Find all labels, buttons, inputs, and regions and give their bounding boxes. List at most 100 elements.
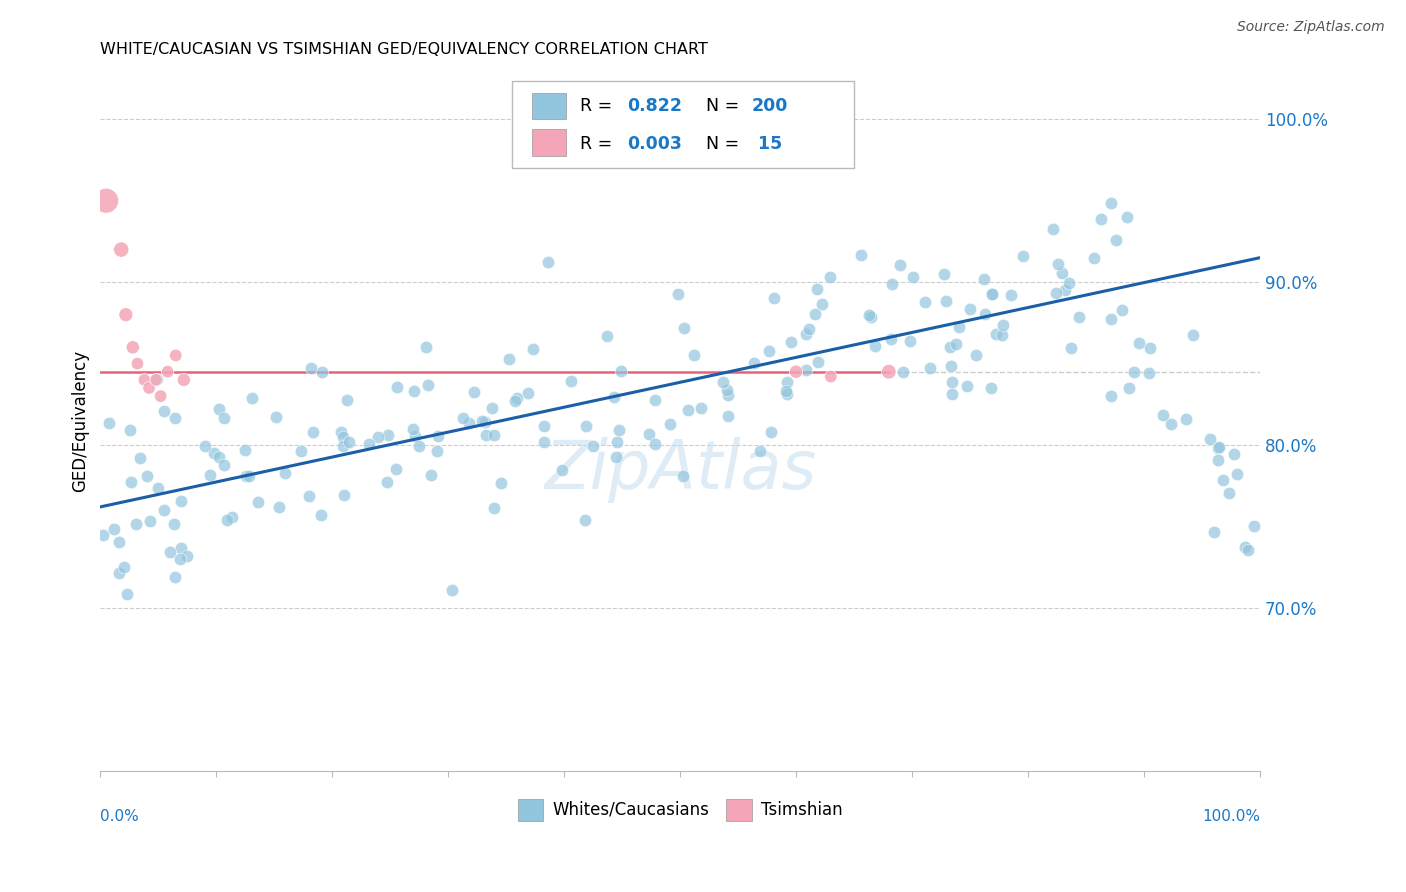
Point xyxy=(404,428,426,442)
Point xyxy=(948,319,970,334)
Point xyxy=(482,500,505,515)
Point xyxy=(1202,524,1225,539)
Point xyxy=(880,277,903,292)
Point xyxy=(818,269,841,284)
Point xyxy=(891,365,914,379)
Point xyxy=(1000,287,1022,301)
Point xyxy=(274,466,297,480)
Text: 0.822: 0.822 xyxy=(627,97,682,115)
Point xyxy=(129,450,152,465)
Point xyxy=(159,545,181,559)
Point xyxy=(138,381,160,395)
Point xyxy=(776,376,799,390)
Point xyxy=(302,425,325,439)
Point xyxy=(215,513,238,527)
Point xyxy=(682,348,704,362)
Point xyxy=(1226,467,1249,481)
Point xyxy=(980,381,1002,395)
Point xyxy=(440,582,463,597)
Point xyxy=(108,534,131,549)
Point xyxy=(402,422,425,436)
Point xyxy=(1208,440,1230,454)
Point xyxy=(575,419,598,434)
Point xyxy=(560,375,582,389)
Point xyxy=(849,248,872,262)
Point xyxy=(610,364,633,378)
Point xyxy=(959,302,981,317)
Point xyxy=(240,391,263,405)
Point xyxy=(149,389,172,403)
Point xyxy=(1123,365,1146,379)
Point xyxy=(522,342,544,356)
Point xyxy=(299,360,322,375)
Point xyxy=(1042,221,1064,235)
Point xyxy=(716,409,738,423)
Point xyxy=(94,194,117,208)
Point xyxy=(463,384,485,399)
Point xyxy=(606,435,628,450)
Point xyxy=(359,437,381,451)
Point xyxy=(1012,249,1035,263)
Point xyxy=(170,541,193,556)
Text: 0.0%: 0.0% xyxy=(100,809,139,824)
Point xyxy=(1057,276,1080,290)
Text: 15: 15 xyxy=(752,135,782,153)
Point xyxy=(503,393,526,408)
Point xyxy=(332,430,354,444)
Point xyxy=(506,392,529,406)
Point xyxy=(110,243,132,257)
Point xyxy=(475,427,498,442)
Point xyxy=(332,439,354,453)
Point xyxy=(776,387,799,401)
Point xyxy=(811,297,834,311)
Point xyxy=(638,426,661,441)
Text: N =: N = xyxy=(706,135,744,153)
Point xyxy=(980,287,1002,301)
Point xyxy=(820,369,842,384)
Point xyxy=(1050,266,1073,280)
Point xyxy=(939,340,962,354)
Point xyxy=(163,517,186,532)
Point xyxy=(1174,411,1197,425)
Point xyxy=(377,427,399,442)
Point xyxy=(212,410,235,425)
Point xyxy=(799,322,821,336)
Point xyxy=(146,372,169,386)
Point xyxy=(935,294,957,309)
Point xyxy=(202,446,225,460)
Point xyxy=(807,355,830,369)
Point xyxy=(1118,381,1140,395)
Point xyxy=(471,414,494,428)
Text: R =: R = xyxy=(581,97,619,115)
Point xyxy=(1069,310,1091,324)
Point xyxy=(152,403,174,417)
Point xyxy=(1160,417,1182,432)
Point xyxy=(779,334,801,349)
Point xyxy=(139,514,162,528)
Point xyxy=(717,388,740,402)
Bar xyxy=(531,129,567,156)
Point xyxy=(941,375,963,389)
Point xyxy=(208,401,231,416)
Point xyxy=(415,341,437,355)
Point xyxy=(103,522,125,536)
Point xyxy=(112,559,135,574)
Text: 0.003: 0.003 xyxy=(627,135,682,153)
Point xyxy=(941,359,963,373)
Point xyxy=(418,377,440,392)
Point xyxy=(879,332,901,346)
Point xyxy=(1206,452,1229,467)
Point xyxy=(333,488,356,502)
Y-axis label: GED/Equivalency: GED/Equivalency xyxy=(72,350,89,491)
Point xyxy=(676,403,699,417)
Point xyxy=(121,340,143,354)
Point xyxy=(1047,256,1070,270)
Point xyxy=(498,351,520,366)
Point xyxy=(914,295,936,310)
Point xyxy=(1218,485,1240,500)
Point xyxy=(858,308,880,322)
Point xyxy=(984,327,1007,342)
Point xyxy=(934,267,956,281)
Point xyxy=(152,503,174,517)
Point xyxy=(644,437,666,451)
